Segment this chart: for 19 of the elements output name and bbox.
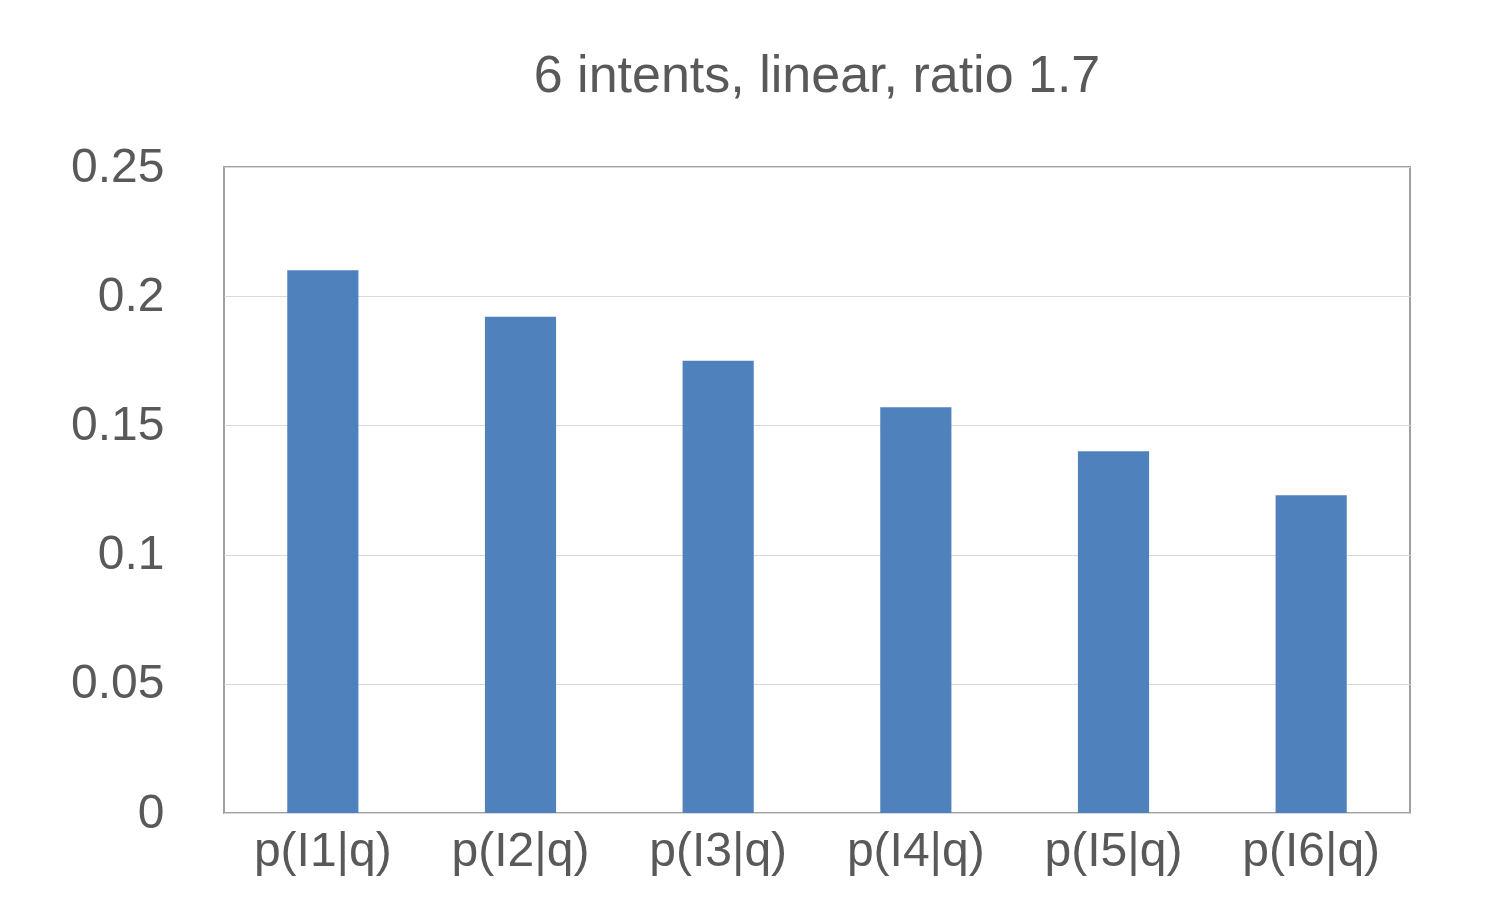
bar <box>880 407 952 813</box>
bar <box>287 270 359 813</box>
bar <box>1275 495 1347 813</box>
x-tick-label: p(I6|q) <box>1242 822 1381 876</box>
x-tick-label: p(I3|q) <box>649 822 788 876</box>
bar <box>682 360 754 813</box>
bar <box>484 316 557 813</box>
x-tick-label: p(I4|q) <box>846 822 985 876</box>
bar <box>1077 451 1150 813</box>
x-tick-label: p(I5|q) <box>1044 822 1183 876</box>
x-tick-label: p(I1|q) <box>253 822 392 876</box>
y-tick-label: 0.05 <box>71 655 165 709</box>
chart-title: 6 intents, linear, ratio 1.7 <box>533 45 1101 103</box>
x-tick-label: p(I2|q) <box>451 822 590 876</box>
y-tick-label: 0 <box>137 784 165 838</box>
y-tick-label: 0.1 <box>97 526 165 580</box>
y-tick-label: 0.25 <box>71 138 165 192</box>
y-tick-label: 0.2 <box>97 267 165 321</box>
y-tick-label: 0.15 <box>71 396 165 450</box>
